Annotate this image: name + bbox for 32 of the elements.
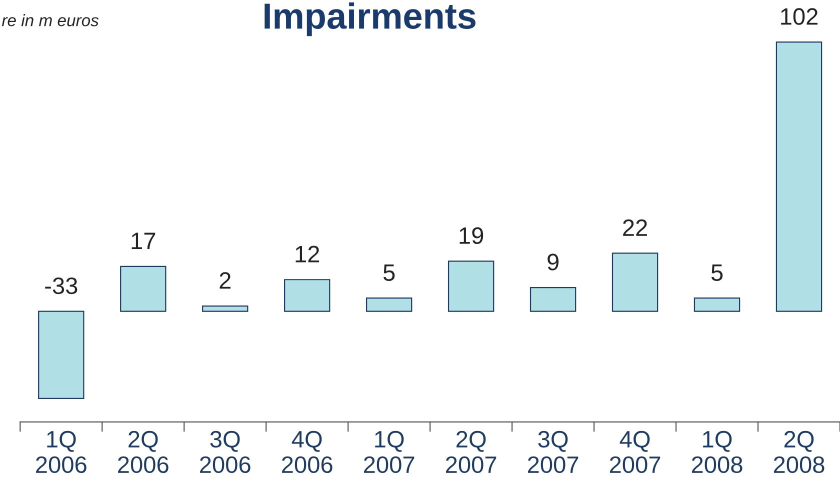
x-tick-label: 4Q 2006 xyxy=(282,430,332,474)
x-tick-label: 4Q 2007 xyxy=(610,430,660,474)
data-label: 17 xyxy=(132,232,156,250)
bar xyxy=(202,305,248,312)
x-tick-label: 1Q 2007 xyxy=(364,430,414,474)
bar xyxy=(284,279,330,312)
bar xyxy=(776,41,822,312)
x-tick-label: 1Q 2006 xyxy=(36,430,86,474)
data-label: 12 xyxy=(296,246,320,262)
data-label: 5 xyxy=(383,264,395,281)
data-label: 9 xyxy=(548,254,559,270)
chart-title: Impairments xyxy=(264,2,476,36)
x-tick-label: 3Q 2006 xyxy=(200,430,250,474)
bar xyxy=(38,310,84,399)
data-label: 102 xyxy=(781,8,818,25)
bar xyxy=(694,298,740,312)
data-label: -33 xyxy=(45,277,78,294)
bar xyxy=(448,260,494,312)
data-label: 2 xyxy=(220,272,230,289)
bar xyxy=(530,286,576,312)
x-tick-label: 3Q 2007 xyxy=(528,430,578,474)
x-tick-label: 2Q 2007 xyxy=(446,430,496,474)
bar xyxy=(612,252,658,312)
bar xyxy=(120,266,166,312)
data-label: 22 xyxy=(623,219,647,236)
x-tick-label: 2Q 2006 xyxy=(118,430,168,474)
x-tick-label: 2Q 2008 xyxy=(774,430,824,474)
text: re in m euros xyxy=(2,14,99,26)
x-tick-label: 1Q 2008 xyxy=(692,430,742,474)
data-label: 5 xyxy=(711,264,723,281)
data-label: 19 xyxy=(460,227,484,244)
bar xyxy=(366,298,412,312)
